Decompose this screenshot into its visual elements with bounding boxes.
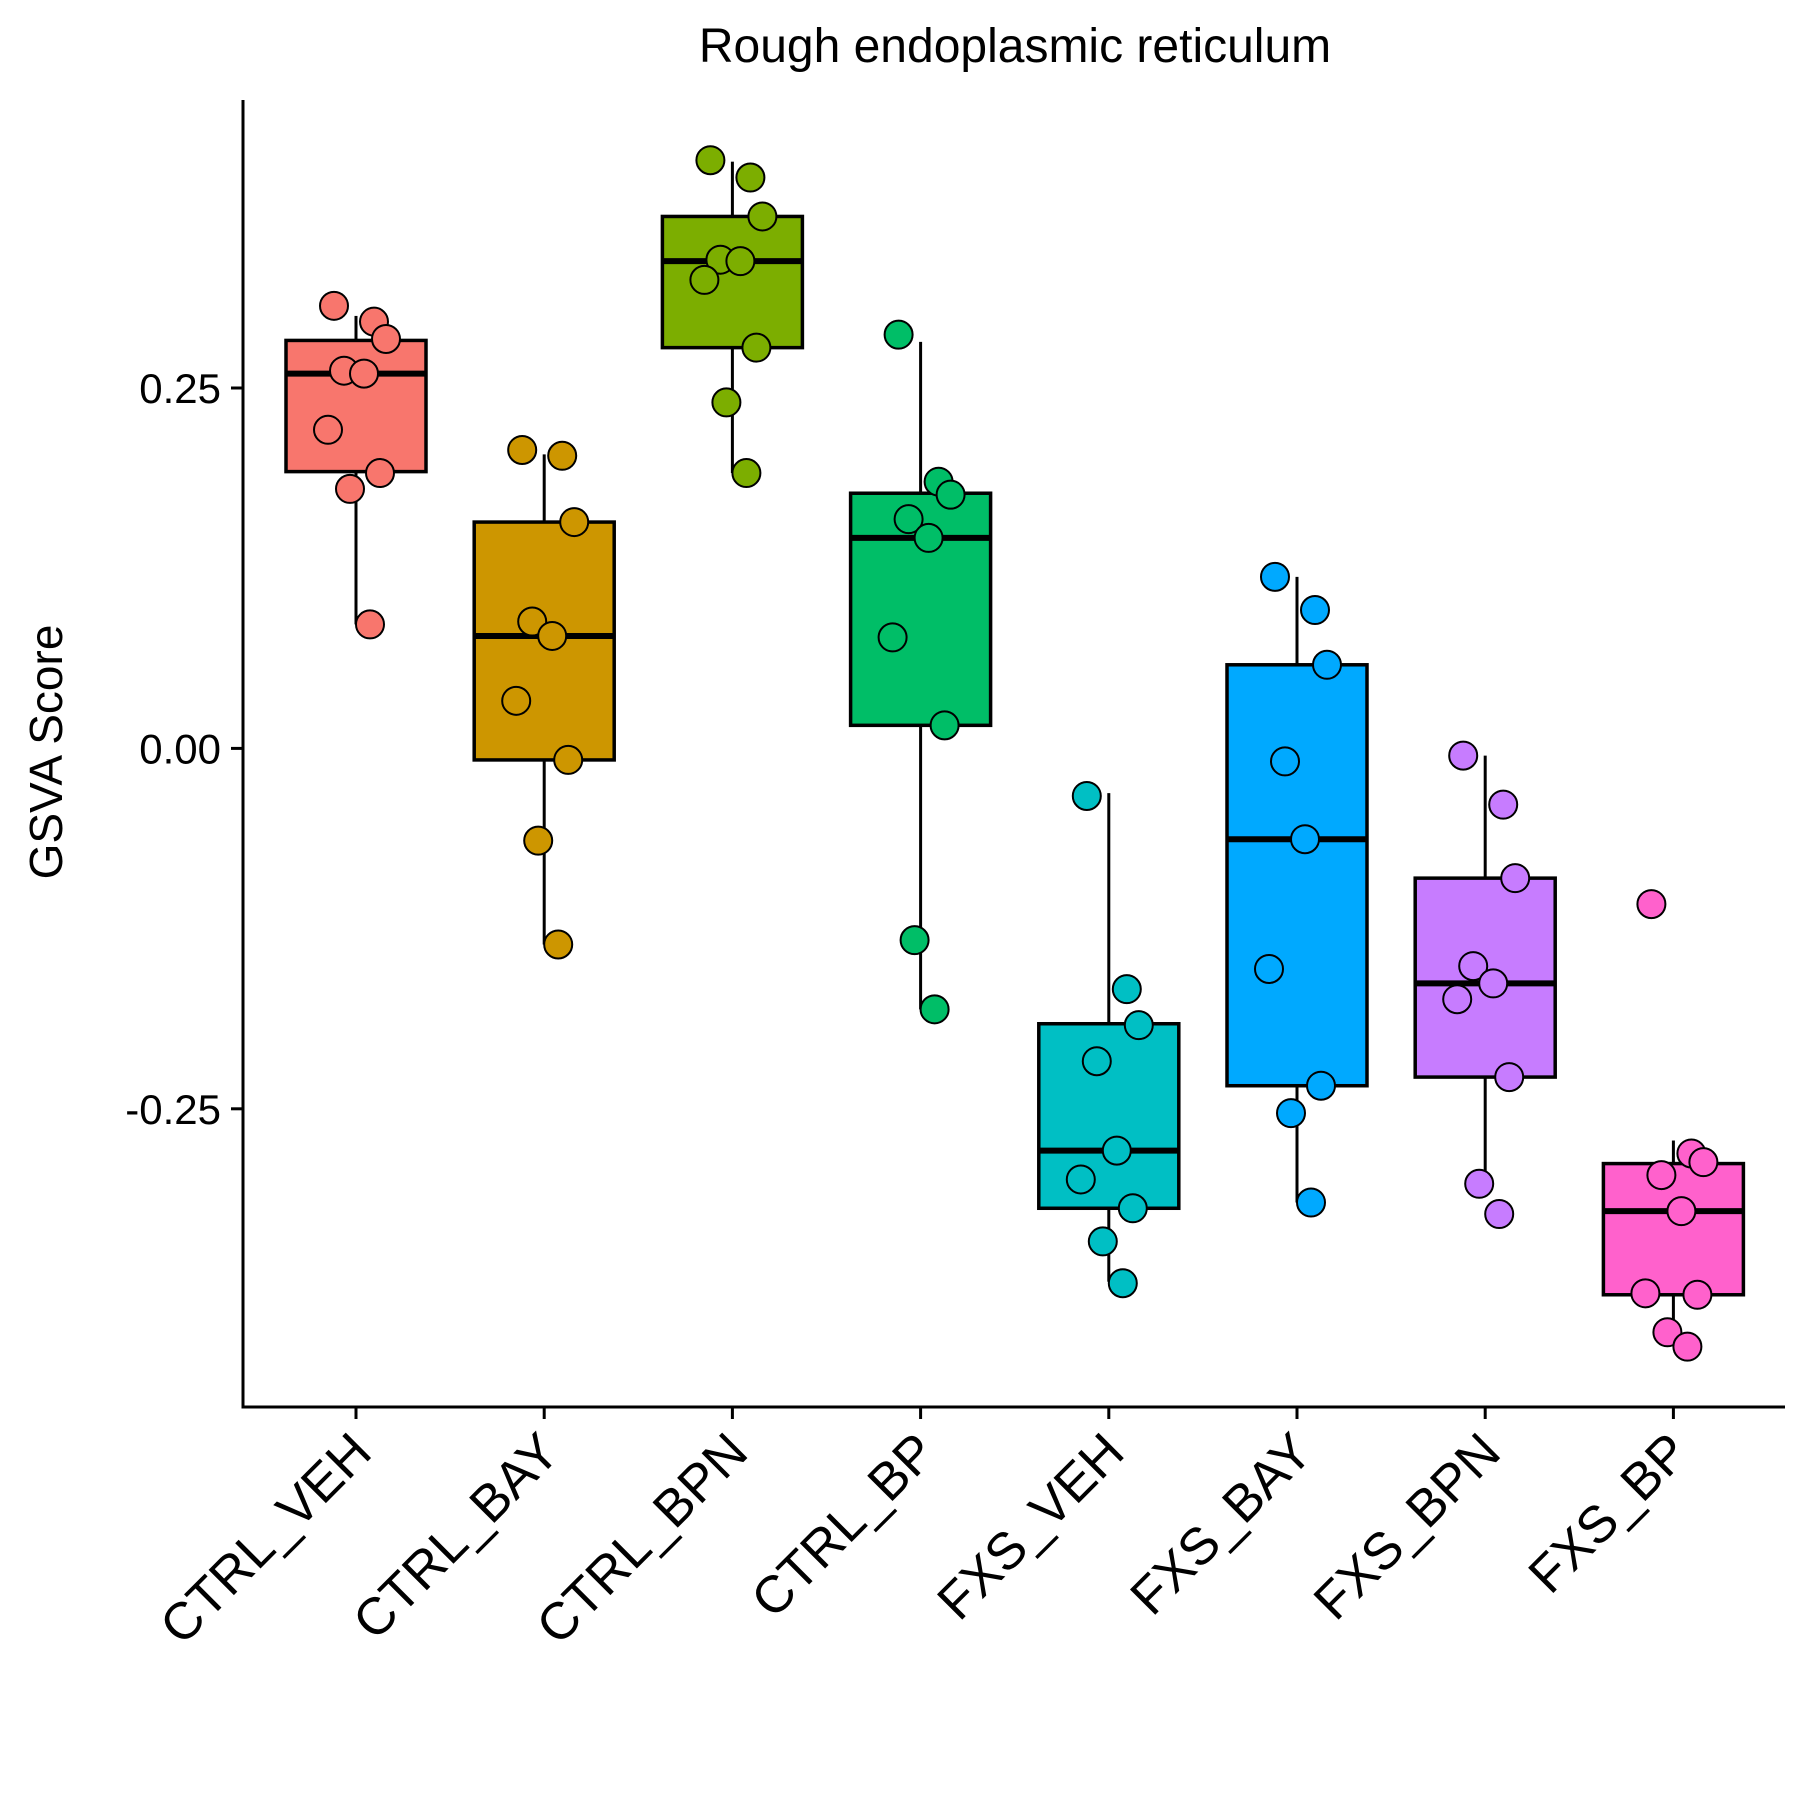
- data-point: [1464, 1168, 1495, 1199]
- box-group-ctrl-bay: [472, 434, 616, 960]
- data-point: [1071, 780, 1102, 811]
- box: [1601, 1161, 1746, 1297]
- data-point: [1630, 1278, 1661, 1309]
- y-tick-label: 0.00: [139, 725, 221, 772]
- data-point: [335, 473, 365, 504]
- data-point: [1254, 953, 1284, 984]
- data-point: [1111, 974, 1142, 1005]
- data-point: [553, 744, 584, 775]
- data-point: [371, 323, 401, 354]
- x-tick-label: FXS_BPN: [1303, 1422, 1512, 1631]
- y-tick-label: -0.25: [125, 1086, 221, 1133]
- data-point: [1458, 951, 1489, 982]
- data-point: [1646, 1160, 1677, 1191]
- box-group-ctrl-veh: [284, 290, 428, 640]
- chart-title: Rough endoplasmic reticulum: [699, 20, 1331, 73]
- data-point: [319, 290, 349, 321]
- data-point: [1682, 1279, 1713, 1310]
- data-point: [1494, 1062, 1525, 1093]
- data-point: [1117, 1193, 1148, 1224]
- box-group-fxs-veh: [1037, 780, 1181, 1299]
- box: [1037, 1021, 1181, 1211]
- data-point: [559, 507, 590, 538]
- data-point: [1081, 1046, 1112, 1077]
- data-point: [935, 479, 966, 510]
- x-tick-label: CTRL_VEH: [149, 1422, 382, 1655]
- box: [660, 214, 805, 350]
- data-point: [711, 387, 742, 418]
- data-point: [689, 264, 720, 295]
- data-point: [355, 609, 385, 640]
- data-point: [1666, 1196, 1697, 1227]
- data-point: [1500, 863, 1531, 894]
- y-tick-label: 0.25: [139, 365, 221, 412]
- data-point: [1260, 561, 1290, 592]
- data-point: [913, 522, 944, 553]
- data-point: [1478, 968, 1509, 999]
- data-point: [1123, 1010, 1154, 1041]
- data-point: [1101, 1135, 1132, 1166]
- data-point: [501, 685, 532, 716]
- data-point: [1290, 824, 1320, 855]
- data-point: [523, 825, 554, 856]
- data-point: [1300, 595, 1330, 626]
- data-point: [1484, 1199, 1515, 1230]
- data-point: [1488, 789, 1519, 820]
- x-tick-label: FXS_VEH: [927, 1422, 1136, 1631]
- data-point: [1312, 649, 1342, 680]
- data-point: [919, 994, 950, 1025]
- box: [284, 338, 428, 474]
- x-tick-label: CTRL_BP: [741, 1422, 948, 1629]
- data-point: [899, 925, 930, 956]
- data-point: [537, 620, 568, 651]
- x-tick-label: FXS_BAY: [1120, 1422, 1324, 1626]
- data-point: [877, 622, 908, 653]
- data-point: [731, 458, 762, 489]
- data-point: [883, 319, 914, 350]
- data-point: [1688, 1147, 1719, 1178]
- data-point: [313, 414, 343, 445]
- box-group-fxs-bpn: [1413, 740, 1557, 1230]
- box-group-ctrl-bp: [848, 319, 993, 1025]
- data-point: [929, 710, 960, 741]
- data-point: [1672, 1331, 1703, 1362]
- data-point: [1065, 1164, 1096, 1195]
- data-point: [725, 246, 756, 277]
- data-point: [1296, 1187, 1326, 1218]
- data-point: [1448, 740, 1479, 771]
- plot-area: [284, 145, 1746, 1362]
- data-point: [735, 162, 766, 193]
- data-point: [543, 929, 574, 960]
- box-group-fxs-bp: [1601, 889, 1746, 1362]
- data-point: [1270, 746, 1300, 777]
- data-point: [547, 440, 578, 471]
- data-point: [747, 201, 778, 232]
- y-axis-title: GSVA Score: [20, 625, 72, 880]
- data-point: [893, 504, 924, 535]
- data-point: [1107, 1268, 1138, 1299]
- data-point: [1636, 889, 1667, 920]
- box: [1225, 663, 1369, 1088]
- data-point: [1276, 1098, 1306, 1129]
- data-point: [1306, 1070, 1336, 1101]
- data-point: [507, 434, 538, 465]
- data-point: [695, 145, 726, 176]
- data-point: [1087, 1226, 1118, 1257]
- x-tick-label: FXS_BP: [1518, 1422, 1700, 1604]
- data-point: [741, 332, 772, 363]
- box-group-fxs-bay: [1225, 561, 1369, 1218]
- data-point: [1442, 984, 1473, 1015]
- data-point: [365, 458, 395, 489]
- data-point: [349, 358, 379, 389]
- box-group-ctrl-bpn: [660, 145, 805, 489]
